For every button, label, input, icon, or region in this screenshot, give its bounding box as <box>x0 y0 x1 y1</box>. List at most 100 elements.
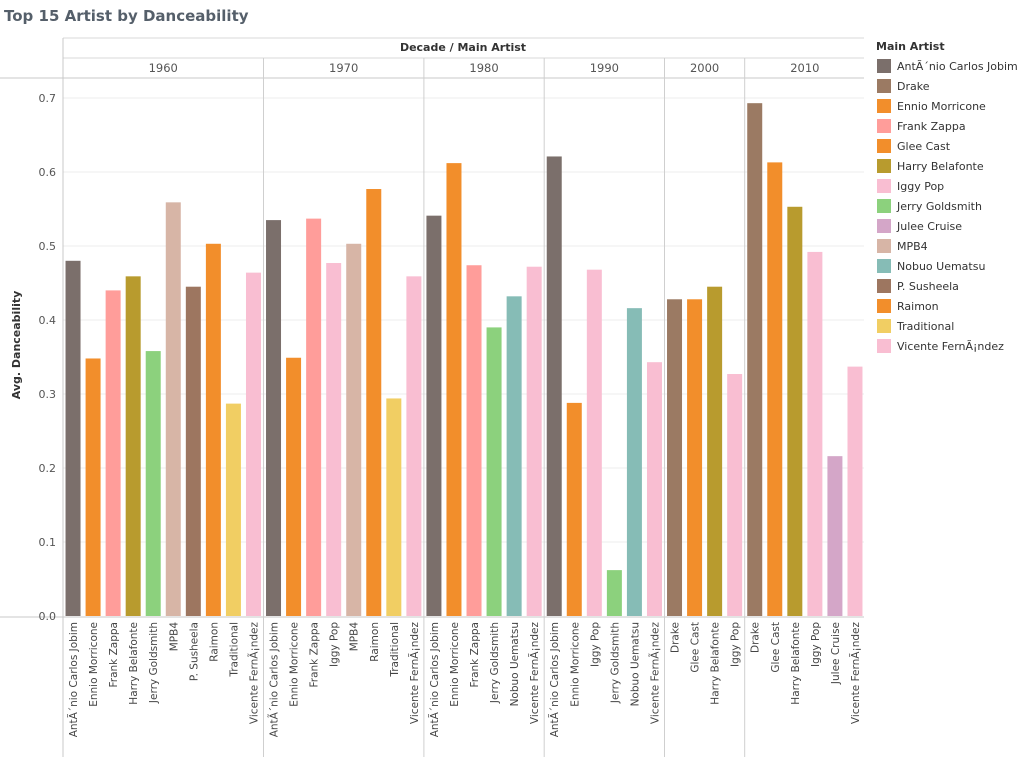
x-tick-label: Ennio Morricone <box>449 622 461 707</box>
legend-label: Raimon <box>897 299 939 313</box>
legend-swatch <box>877 199 891 213</box>
legend-item[interactable]: Glee Cast <box>871 136 1028 156</box>
bar <box>426 215 442 616</box>
bar <box>85 358 101 616</box>
x-tick-label: Jerry Goldsmith <box>609 622 621 704</box>
x-tick-label: Glee Cast <box>770 622 782 673</box>
bar <box>667 299 683 616</box>
bar-chart: Decade / Main Artist Avg. Danceability 0… <box>0 37 864 757</box>
y-tick-label: 0.1 <box>39 536 57 549</box>
legend-item[interactable]: P. Susheela <box>871 276 1028 296</box>
x-tick-label: Vicente FernÃ¡ndez <box>849 622 862 725</box>
legend-swatch <box>877 279 891 293</box>
legend-item[interactable]: Traditional <box>871 316 1028 336</box>
bar <box>65 260 81 616</box>
legend-item[interactable]: AntÃ´nio Carlos Jobim <box>871 56 1028 76</box>
x-tick-label: Drake <box>750 622 762 653</box>
bar <box>506 296 522 616</box>
legend-item[interactable]: Nobuo Uematsu <box>871 256 1028 276</box>
legend-item[interactable]: Vicente FernÃ¡ndez <box>871 336 1028 356</box>
legend-item[interactable]: Frank Zappa <box>871 116 1028 136</box>
y-tick-label: 0.5 <box>39 240 57 253</box>
bar <box>286 357 302 616</box>
bar <box>245 272 261 616</box>
x-tick-label: Jerry Goldsmith <box>489 622 501 704</box>
legend-swatch <box>877 59 891 73</box>
legend-swatch <box>877 339 891 353</box>
y-tick-label: 0.2 <box>39 462 57 475</box>
legend-label: Glee Cast <box>897 139 951 153</box>
x-tick-label: Iggy Pop <box>810 622 822 667</box>
legend-label: Vicente FernÃ¡ndez <box>897 339 1004 353</box>
legend-item[interactable]: Harry Belafonte <box>871 156 1028 176</box>
x-tick-label: Vicente FernÃ¡ndez <box>408 622 421 725</box>
decade-header-2010: 2010 <box>790 61 819 75</box>
bar <box>626 308 642 616</box>
bar-layer <box>65 103 863 617</box>
legend-item[interactable]: Drake <box>871 76 1028 96</box>
x-tick-label: Ennio Morricone <box>88 622 100 707</box>
bar <box>707 286 723 616</box>
bar <box>326 263 342 616</box>
x-tick-label: AntÃ´nio Carlos Jobim <box>67 622 80 737</box>
x-tick-label: Iggy Pop <box>589 622 601 667</box>
legend-label: Frank Zappa <box>897 119 966 133</box>
x-tick-label: Frank Zappa <box>469 622 481 688</box>
legend-swatch <box>877 319 891 333</box>
x-tick-label: Ennio Morricone <box>289 622 301 707</box>
x-tick-label: Julee Cruise <box>830 622 842 685</box>
y-tick-label: 0.7 <box>39 92 57 105</box>
x-tick-label: MPB4 <box>168 622 180 652</box>
x-tick-label: Iggy Pop <box>730 622 742 667</box>
bar <box>727 374 743 616</box>
x-tick-label: Vicente FernÃ¡ndez <box>648 622 661 725</box>
legend-label: Julee Cruise <box>897 219 963 233</box>
bar <box>125 276 141 616</box>
bar <box>145 351 161 616</box>
x-tick-label: Nobuo Uematsu <box>509 622 521 706</box>
bar <box>205 243 221 616</box>
bar <box>165 202 181 616</box>
bar <box>687 299 703 616</box>
legend-label: Ennio Morricone <box>897 99 986 113</box>
x-tick-label: Iggy Pop <box>329 622 341 667</box>
legend-item[interactable]: Jerry Goldsmith <box>871 196 1028 216</box>
legend-label: Jerry Goldsmith <box>897 199 982 213</box>
bar <box>767 162 783 616</box>
legend-item[interactable]: Iggy Pop <box>871 176 1028 196</box>
bar <box>827 456 843 616</box>
bar <box>787 206 803 616</box>
x-tick-label: AntÃ´nio Carlos Jobim <box>268 622 281 737</box>
column-header: Decade / Main Artist <box>400 41 526 54</box>
bar <box>266 220 282 616</box>
bar <box>346 243 362 616</box>
legend-item[interactable]: MPB4 <box>871 236 1028 256</box>
label-layer: 0.0 0.1 0.2 0.3 0.4 0.5 0.6 0.7 1960 AntÃ´nio Car… <box>39 61 862 737</box>
x-tick-label: Harry Belafonte <box>128 622 140 705</box>
legend-swatch <box>877 99 891 113</box>
legend-swatch <box>877 239 891 253</box>
legend-swatch <box>877 259 891 273</box>
legend-swatch <box>877 79 891 93</box>
bar <box>646 362 662 616</box>
y-axis-title: Avg. Danceability <box>10 291 23 400</box>
x-tick-label: Frank Zappa <box>309 622 321 688</box>
legend-label: Iggy Pop <box>897 179 945 193</box>
legend-label: Drake <box>897 79 930 93</box>
legend-item[interactable]: Raimon <box>871 296 1028 316</box>
decade-header-1990: 1990 <box>590 61 619 75</box>
bar <box>566 402 582 616</box>
decade-header-1970: 1970 <box>329 61 358 75</box>
legend-label: AntÃ´nio Carlos Jobim <box>897 59 1018 73</box>
legend-label: Nobuo Uematsu <box>897 259 986 273</box>
y-tick-label: 0.0 <box>39 610 57 623</box>
legend-item[interactable]: Ennio Morricone <box>871 96 1028 116</box>
bar <box>366 189 382 616</box>
x-tick-label: Frank Zappa <box>108 622 120 688</box>
bar <box>606 570 622 616</box>
x-tick-label: Traditional <box>389 622 401 678</box>
legend-swatch <box>877 219 891 233</box>
bar <box>225 403 241 616</box>
bar <box>466 265 482 616</box>
legend-item[interactable]: Julee Cruise <box>871 216 1028 236</box>
